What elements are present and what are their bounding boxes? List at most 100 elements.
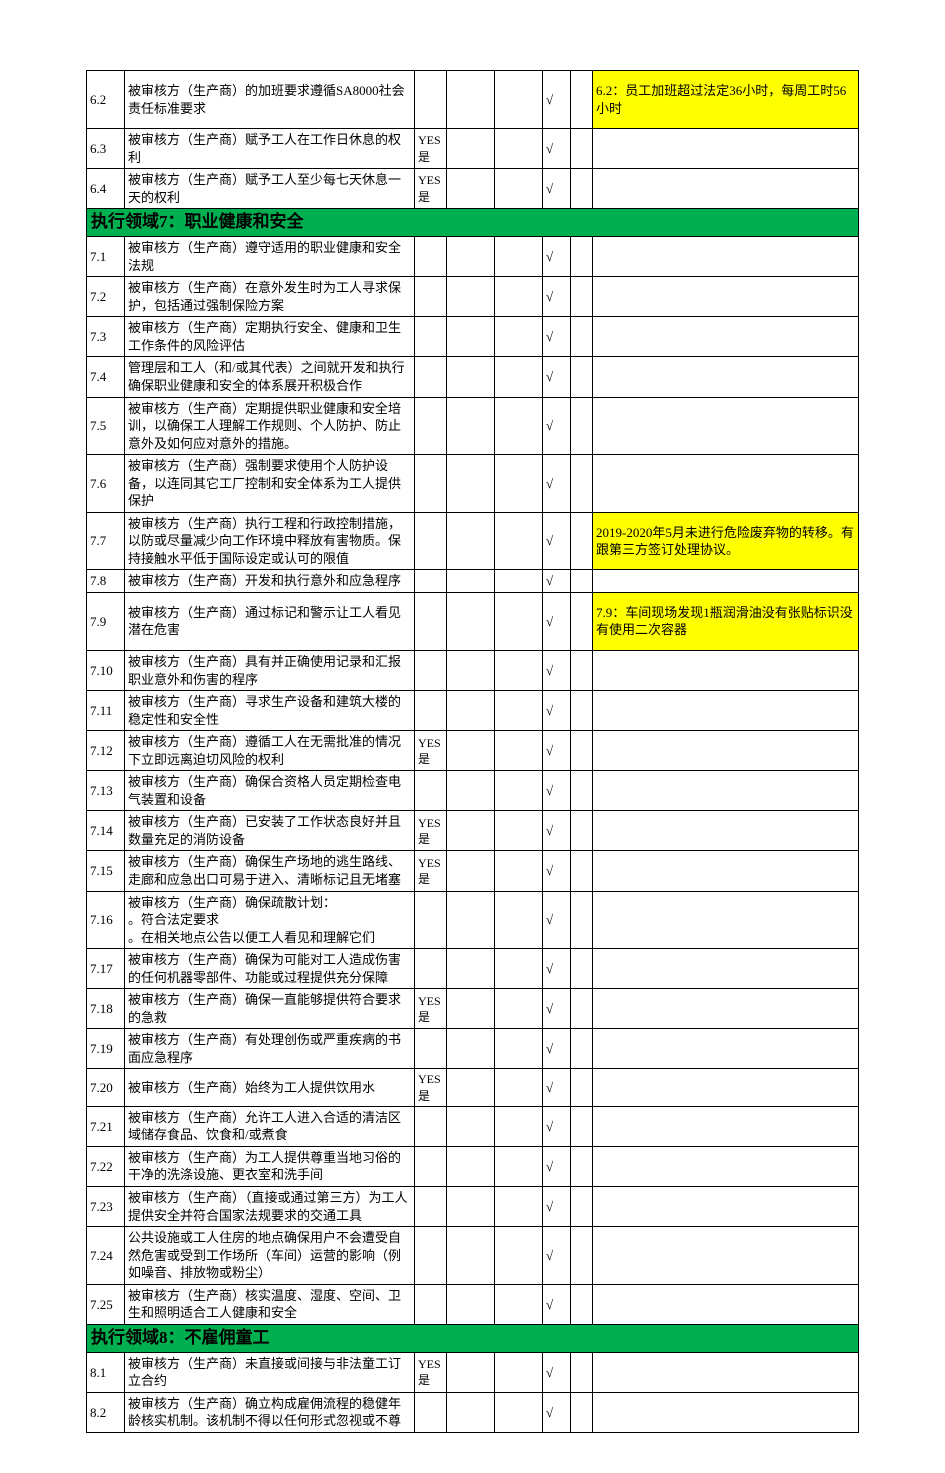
row-checkmark: √ <box>543 691 571 731</box>
row-description: 被审核方（生产商）赋予工人在工作日休息的权利 <box>125 129 415 169</box>
row-description: 被审核方（生产商）强制要求使用个人防护设备，以连同其它工厂控制和安全体系为工人提… <box>125 455 415 513</box>
row-number: 7.3 <box>87 317 125 357</box>
row-note <box>593 317 859 357</box>
row-note <box>593 1106 859 1146</box>
row-description: 被审核方（生产商）（直接或通过第三方）为工人提供安全并符合国家法规要求的交通工具 <box>125 1187 415 1227</box>
row-checkmark: √ <box>543 1352 571 1392</box>
row-blank3 <box>571 277 593 317</box>
row-description: 被审核方（生产商）为工人提供尊重当地习俗的干净的洗涤设施、更衣室和洗手间 <box>125 1146 415 1186</box>
row-description: 被审核方（生产商）寻求生产设备和建筑大楼的稳定性和安全性 <box>125 691 415 731</box>
row-number: 7.11 <box>87 691 125 731</box>
row-checkmark: √ <box>543 570 571 593</box>
row-blank1 <box>447 169 495 209</box>
row-note <box>593 851 859 891</box>
row-description: 被审核方（生产商）已安装了工作状态良好并且数量充足的消防设备 <box>125 811 415 851</box>
row-checkmark: √ <box>543 455 571 513</box>
row-blank3 <box>571 397 593 455</box>
row-description: 被审核方（生产商）确保生产场地的逃生路线、走廊和应急出口可易于进入、清晰标记且无… <box>125 851 415 891</box>
row-blank2 <box>495 455 543 513</box>
row-yes <box>415 1187 447 1227</box>
table-row: 7.21被审核方（生产商）允许工人进入合适的清洁区域储存食品、饮食和/或煮食√ <box>87 1106 859 1146</box>
row-blank3 <box>571 71 593 129</box>
row-note <box>593 731 859 771</box>
row-number: 7.20 <box>87 1069 125 1106</box>
row-description: 被审核方（生产商）确保疏散计划：。符合法定要求。在相关地点公告以便工人看见和理解… <box>125 891 415 949</box>
table-row: 7.2被审核方（生产商）在意外发生时为工人寻求保护，包括通过强制保险方案 √ <box>87 277 859 317</box>
row-number: 7.2 <box>87 277 125 317</box>
row-blank2 <box>495 771 543 811</box>
row-note <box>593 237 859 277</box>
row-blank3 <box>571 691 593 731</box>
row-checkmark: √ <box>543 277 571 317</box>
row-note <box>593 129 859 169</box>
table-row: 7.16被审核方（生产商）确保疏散计划：。符合法定要求。在相关地点公告以便工人看… <box>87 891 859 949</box>
row-blank2 <box>495 71 543 129</box>
table-row: 7.6被审核方（生产商）强制要求使用个人防护设备，以连同其它工厂控制和安全体系为… <box>87 455 859 513</box>
row-blank1 <box>447 989 495 1029</box>
audit-table: 6.2被审核方（生产商）的加班要求遵循SA8000社会责任标准要求√6.2：员工… <box>86 70 859 1433</box>
row-blank1 <box>447 1352 495 1392</box>
table-row: 7.24公共设施或工人住房的地点确保用户不会遭受自然危害或受到工作场所（车间）运… <box>87 1227 859 1285</box>
row-description: 被审核方（生产商）确保合资格人员定期检查电气装置和设备 <box>125 771 415 811</box>
table-row: 7.8被审核方（生产商）开发和执行意外和应急程序√ <box>87 570 859 593</box>
row-number: 7.19 <box>87 1029 125 1069</box>
row-number: 8.2 <box>87 1392 125 1432</box>
row-blank1 <box>447 397 495 455</box>
row-number: 6.3 <box>87 129 125 169</box>
row-note: 6.2：员工加班超过法定36小时，每周工时56小时 <box>593 71 859 129</box>
row-checkmark: √ <box>543 1106 571 1146</box>
row-blank2 <box>495 592 543 650</box>
row-yes: YES是 <box>415 1352 447 1392</box>
row-note <box>593 169 859 209</box>
row-number: 7.25 <box>87 1284 125 1324</box>
row-number: 8.1 <box>87 1352 125 1392</box>
row-checkmark: √ <box>543 650 571 690</box>
row-checkmark: √ <box>543 731 571 771</box>
row-description: 被审核方（生产商）允许工人进入合适的清洁区域储存食品、饮食和/或煮食 <box>125 1106 415 1146</box>
row-description: 被审核方（生产商）执行工程和行政控制措施，以防或尽量减少向工作环境中释放有害物质… <box>125 512 415 570</box>
row-blank2 <box>495 317 543 357</box>
row-blank1 <box>447 570 495 593</box>
section-title: 执行领域7：职业健康和安全 <box>87 209 859 237</box>
row-blank1 <box>447 277 495 317</box>
row-blank3 <box>571 1227 593 1285</box>
row-blank1 <box>447 1284 495 1324</box>
row-yes <box>415 891 447 949</box>
row-note <box>593 1187 859 1227</box>
row-note <box>593 397 859 455</box>
row-blank1 <box>447 949 495 989</box>
row-note <box>593 1146 859 1186</box>
row-yes <box>415 949 447 989</box>
row-blank3 <box>571 1352 593 1392</box>
row-blank1 <box>447 1106 495 1146</box>
row-blank1 <box>447 129 495 169</box>
row-yes: YES是 <box>415 1069 447 1106</box>
table-row: 7.7被审核方（生产商）执行工程和行政控制措施，以防或尽量减少向工作环境中释放有… <box>87 512 859 570</box>
row-description: 被审核方（生产商）始终为工人提供饮用水 <box>125 1069 415 1106</box>
table-row: 7.25被审核方（生产商）核实温度、湿度、空间、卫生和照明适合工人健康和安全√ <box>87 1284 859 1324</box>
row-blank3 <box>571 317 593 357</box>
row-description: 被审核方（生产商）定期提供职业健康和安全培训，以确保工人理解工作规则、个人防护、… <box>125 397 415 455</box>
row-blank1 <box>447 1029 495 1069</box>
row-blank3 <box>571 455 593 513</box>
row-checkmark: √ <box>543 891 571 949</box>
row-blank2 <box>495 731 543 771</box>
row-yes <box>415 1392 447 1432</box>
row-checkmark: √ <box>543 129 571 169</box>
row-note <box>593 277 859 317</box>
table-row: 7.22被审核方（生产商）为工人提供尊重当地习俗的干净的洗涤设施、更衣室和洗手间… <box>87 1146 859 1186</box>
row-blank2 <box>495 891 543 949</box>
row-blank2 <box>495 851 543 891</box>
row-blank3 <box>571 1284 593 1324</box>
row-blank2 <box>495 989 543 1029</box>
row-blank2 <box>495 237 543 277</box>
row-checkmark: √ <box>543 1146 571 1186</box>
row-blank2 <box>495 1392 543 1432</box>
row-description: 被审核方（生产商）在意外发生时为工人寻求保护，包括通过强制保险方案 <box>125 277 415 317</box>
row-number: 7.8 <box>87 570 125 593</box>
table-row: 7.20被审核方（生产商）始终为工人提供饮用水YES是√ <box>87 1069 859 1106</box>
row-blank1 <box>447 650 495 690</box>
row-blank3 <box>571 512 593 570</box>
row-blank3 <box>571 650 593 690</box>
row-number: 7.13 <box>87 771 125 811</box>
